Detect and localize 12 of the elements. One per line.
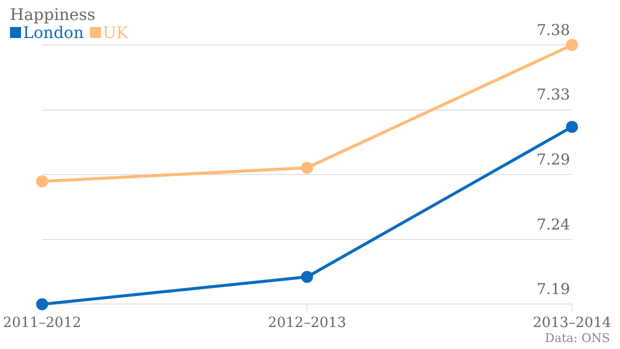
chart-title: Happiness bbox=[10, 5, 96, 24]
y-tick-label: 7.38 bbox=[536, 20, 570, 39]
y-tick-label: 7.29 bbox=[536, 150, 570, 168]
y-tick-label: 7.33 bbox=[536, 86, 570, 104]
x-tick-label: 2011–2012 bbox=[2, 315, 82, 332]
x-tick-label: 2012–2013 bbox=[268, 315, 346, 332]
legend-label: UK bbox=[102, 23, 128, 42]
y-tick-label: 7.24 bbox=[536, 215, 570, 234]
x-tick-label: 2013–2014 bbox=[532, 315, 612, 332]
y-tick-label: 7.19 bbox=[536, 280, 570, 298]
legend-label: London bbox=[23, 23, 84, 42]
text: Data: ONS bbox=[544, 331, 610, 345]
